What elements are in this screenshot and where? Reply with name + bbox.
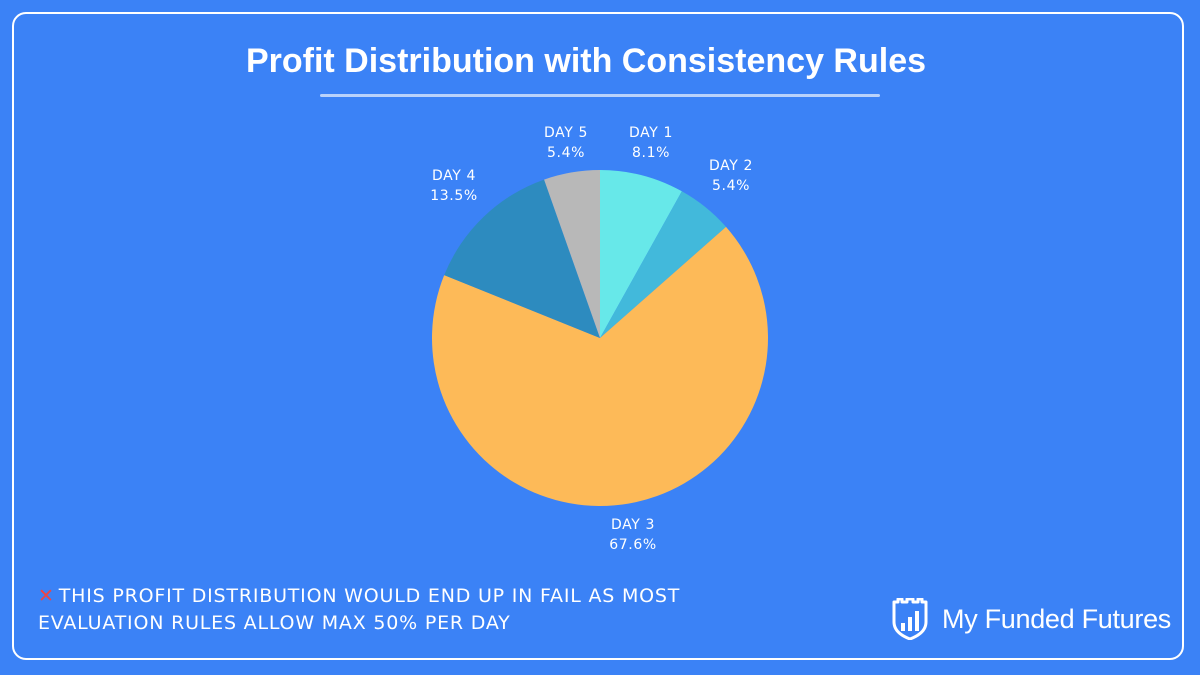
slice-label-5: DAY 5 — [544, 125, 588, 141]
slice-value-5: 5.4% — [547, 145, 585, 161]
slice-value-3: 67.6% — [609, 537, 656, 553]
footnote-line-2: EVALUATION RULES ALLOW MAX 50% PER DAY — [38, 612, 511, 634]
brand-name: My Funded Futures — [942, 603, 1172, 634]
pie-slice-day-1 — [600, 170, 682, 338]
chart-title: Profit Distribution with Consistency Rul… — [245, 42, 927, 80]
footnote-line-1: THIS PROFIT DISTRIBUTION WOULD END UP IN… — [58, 585, 681, 607]
slice-value-2: 5.4% — [712, 178, 750, 194]
pie-slice-day-5 — [544, 170, 600, 338]
slice-label-1: DAY 1 — [629, 125, 673, 141]
slice-label-3: DAY 3 — [611, 517, 655, 533]
pie-slice-day-2 — [600, 191, 727, 338]
cross-mark-icon: ✕ — [38, 585, 55, 607]
pie-slice-day-4 — [444, 179, 600, 338]
title-underline — [320, 94, 880, 97]
pie-labels: DAY 1 8.1% DAY 2 5.4% DAY 3 67.6% DAY 4 13.5% DA… — [430, 125, 753, 553]
card-frame: Profit Distribution with Consistency Rul… — [12, 12, 1184, 660]
brand-logo: My Funded Futures — [890, 598, 1171, 640]
fail-footnote: ✕ THIS PROFIT DISTRIBUTION WOULD END UP I… — [38, 583, 798, 637]
pie-slices — [432, 170, 768, 507]
slice-label-2: DAY 2 — [709, 158, 753, 174]
pie-slice-day-3 — [432, 226, 768, 507]
shield-chart-icon — [892, 598, 928, 640]
slice-value-4: 13.5% — [430, 188, 477, 204]
slice-value-1: 8.1% — [632, 145, 670, 161]
slice-label-4: DAY 4 — [432, 168, 476, 184]
